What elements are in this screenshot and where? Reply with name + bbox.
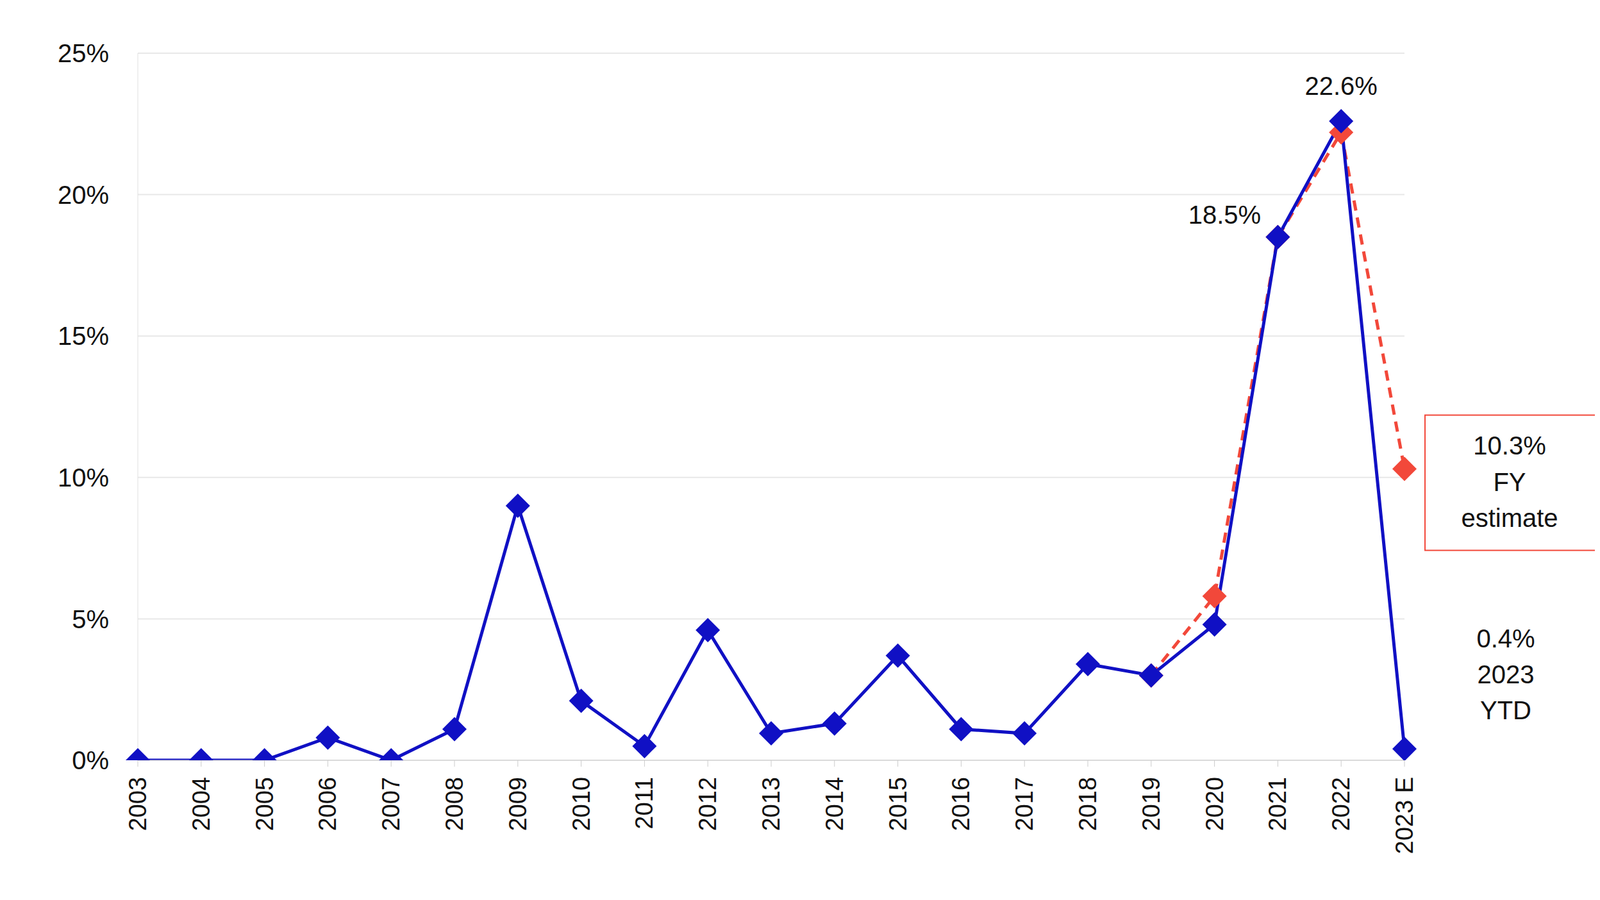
svg-text:2016: 2016 — [947, 776, 975, 832]
svg-text:2007: 2007 — [377, 776, 405, 832]
svg-text:2005: 2005 — [251, 776, 279, 832]
svg-text:2004: 2004 — [187, 776, 215, 832]
svg-text:0%: 0% — [71, 746, 109, 775]
svg-text:2010: 2010 — [567, 776, 595, 832]
svg-text:18.5%: 18.5% — [1188, 200, 1261, 229]
svg-text:2017: 2017 — [1010, 776, 1038, 832]
svg-text:10%: 10% — [57, 463, 109, 492]
svg-text:2019: 2019 — [1137, 776, 1165, 832]
svg-text:2003: 2003 — [124, 776, 152, 832]
svg-text:2015: 2015 — [884, 776, 912, 832]
svg-text:2006: 2006 — [314, 776, 342, 832]
svg-text:2022: 2022 — [1327, 776, 1355, 832]
svg-text:25%: 25% — [57, 39, 109, 68]
svg-text:2013: 2013 — [757, 776, 785, 832]
svg-text:YTD: YTD — [1480, 696, 1532, 725]
svg-text:2009: 2009 — [504, 776, 532, 832]
svg-text:estimate: estimate — [1460, 503, 1558, 533]
svg-text:2014: 2014 — [821, 776, 849, 832]
svg-text:FY: FY — [1492, 467, 1526, 497]
svg-text:2008: 2008 — [441, 776, 468, 832]
svg-text:2023 E: 2023 E — [1391, 776, 1418, 854]
svg-text:5%: 5% — [71, 605, 109, 634]
svg-text:2011: 2011 — [630, 776, 658, 830]
svg-text:2020: 2020 — [1201, 776, 1229, 832]
svg-text:2023: 2023 — [1477, 660, 1535, 689]
svg-text:20%: 20% — [57, 180, 109, 209]
svg-text:15%: 15% — [57, 321, 109, 350]
svg-text:2012: 2012 — [694, 776, 722, 832]
svg-text:0.4%: 0.4% — [1476, 624, 1535, 653]
svg-text:10.3%: 10.3% — [1473, 431, 1546, 460]
svg-text:22.6%: 22.6% — [1304, 71, 1377, 100]
svg-text:2021: 2021 — [1264, 776, 1292, 832]
svg-text:2018: 2018 — [1074, 776, 1102, 832]
